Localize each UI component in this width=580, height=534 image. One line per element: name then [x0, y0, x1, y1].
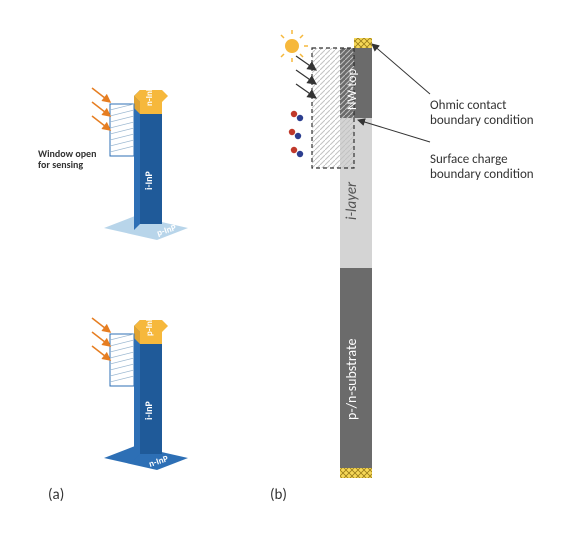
ohmic-annotation: Ohmic contact boundary condition [430, 82, 534, 129]
molecules [289, 111, 303, 157]
iinp-label-b: i-InP [142, 400, 155, 420]
iinp-label: i-InP [142, 170, 155, 190]
panel-a: n-InP i-InP p-InP Window open for sensin… [40, 30, 240, 500]
i-layer-label: i-layer [343, 181, 361, 220]
nanowire-top-svg: n-InP i-InP p-InP [40, 30, 240, 240]
surface-annotation: Surface charge boundary condition [430, 136, 534, 183]
figure-label-a: (a) [48, 486, 64, 504]
nanowire-bottom-svg: p-InP i-InP n-InP [40, 260, 240, 470]
figure-label-b: (b) [270, 486, 287, 504]
pinp-label-b: p-InP [144, 316, 155, 336]
sun-icon [280, 30, 308, 62]
nw-top-label: NW-top [345, 69, 360, 110]
ninp-label: n-InP [144, 86, 155, 106]
substrate-label: p-/n-substrate [343, 338, 360, 420]
window-caption: Window open for sensing [38, 148, 110, 170]
panel-b: NW-top i-layer p-/n-substrate [280, 20, 570, 500]
